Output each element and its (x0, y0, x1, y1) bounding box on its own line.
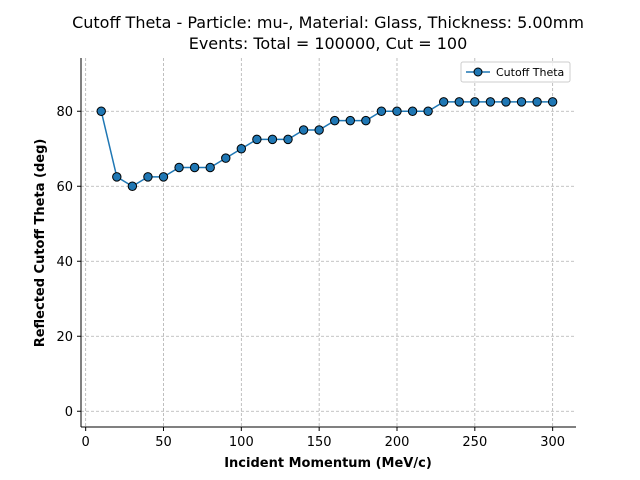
data-point (252, 134, 262, 145)
x-tick-label: 200 (385, 435, 410, 450)
data-point (143, 172, 153, 182)
data-point (236, 144, 247, 154)
y-tick-label: 80 (56, 105, 73, 120)
x-axis-label: Incident Momentum (MeV/c) (224, 456, 432, 471)
data-point (96, 106, 106, 116)
legend: Cutoff Theta (460, 61, 571, 83)
legend-label: Cutoff Theta (496, 66, 564, 79)
data-point (189, 162, 200, 173)
x-tick-label: 150 (307, 435, 332, 450)
data-point (454, 97, 464, 107)
data-point (361, 115, 371, 126)
series-cutoff-theta (96, 97, 558, 191)
x-tick-label: 0 (82, 435, 90, 450)
y-tick-label: 60 (56, 180, 73, 195)
x-tick-label: 300 (540, 435, 565, 450)
data-point (314, 125, 324, 135)
axes-spines (80, 58, 576, 428)
legend-marker (473, 67, 483, 77)
data-point (205, 162, 215, 173)
data-point (267, 134, 278, 145)
data-point (283, 134, 293, 145)
data-point (516, 97, 527, 107)
data-point (423, 106, 433, 116)
chart-title: Cutoff Theta - Particle: mu-, Material: … (72, 13, 584, 32)
data-point (376, 106, 387, 116)
data-point (221, 153, 231, 163)
y-axis-ticks: 0 20 40 60 80 (56, 105, 81, 420)
y-tick-label: 20 (56, 330, 73, 345)
data-point (298, 125, 309, 135)
data-point (532, 97, 542, 107)
data-point (407, 106, 418, 116)
x-tick-label: 250 (462, 435, 487, 450)
x-axis-ticks: 0 50 100 150 200 250 300 (82, 427, 565, 450)
y-axis-label: Reflected Cutoff Theta (deg) (33, 139, 48, 348)
series-line (100, 101, 553, 188)
data-point (438, 97, 449, 107)
data-point (127, 181, 138, 191)
data-point (330, 115, 340, 126)
data-point (485, 97, 496, 107)
data-point (392, 106, 402, 116)
data-point (345, 115, 355, 126)
data-point (470, 97, 480, 107)
y-tick-label: 0 (65, 405, 73, 420)
x-tick-label: 100 (229, 435, 254, 450)
grid (81, 58, 576, 427)
data-point (174, 162, 184, 173)
data-point (547, 97, 558, 107)
y-tick-label: 40 (56, 255, 73, 270)
data-point (112, 172, 122, 182)
x-tick-label: 50 (155, 435, 172, 450)
data-point (501, 97, 511, 107)
data-point (158, 172, 169, 182)
chart-subtitle: Events: Total = 100000, Cut = 100 (189, 34, 468, 53)
legend-box (460, 61, 571, 83)
